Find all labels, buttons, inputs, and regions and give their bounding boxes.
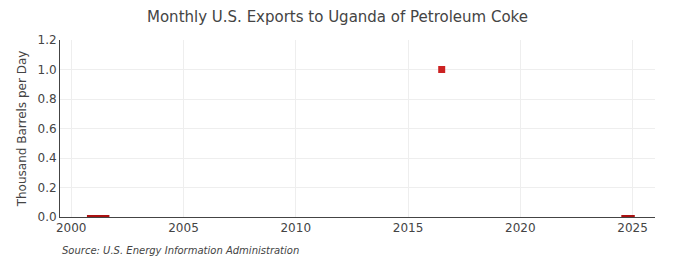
svg-text:2000: 2000	[56, 221, 87, 235]
svg-text:2005: 2005	[168, 221, 199, 235]
svg-text:2010: 2010	[280, 221, 311, 235]
svg-text:0.8: 0.8	[38, 92, 57, 106]
svg-text:2020: 2020	[505, 221, 536, 235]
svg-text:1.2: 1.2	[38, 33, 57, 47]
svg-text:2015: 2015	[393, 221, 424, 235]
svg-text:0.4: 0.4	[38, 151, 57, 165]
svg-text:Monthly U.S. Exports to Uganda: Monthly U.S. Exports to Uganda of Petrol…	[147, 8, 528, 26]
svg-text:0.2: 0.2	[38, 181, 57, 195]
svg-text:2025: 2025	[617, 221, 648, 235]
svg-text:0.0: 0.0	[38, 210, 57, 224]
svg-text:Thousand Barrels per Day: Thousand Barrels per Day	[15, 51, 29, 208]
svg-text:0.6: 0.6	[38, 122, 57, 136]
svg-text:Source: U.S. Energy Informatio: Source: U.S. Energy Information Administ…	[62, 245, 299, 256]
svg-text:1.0: 1.0	[38, 63, 57, 77]
